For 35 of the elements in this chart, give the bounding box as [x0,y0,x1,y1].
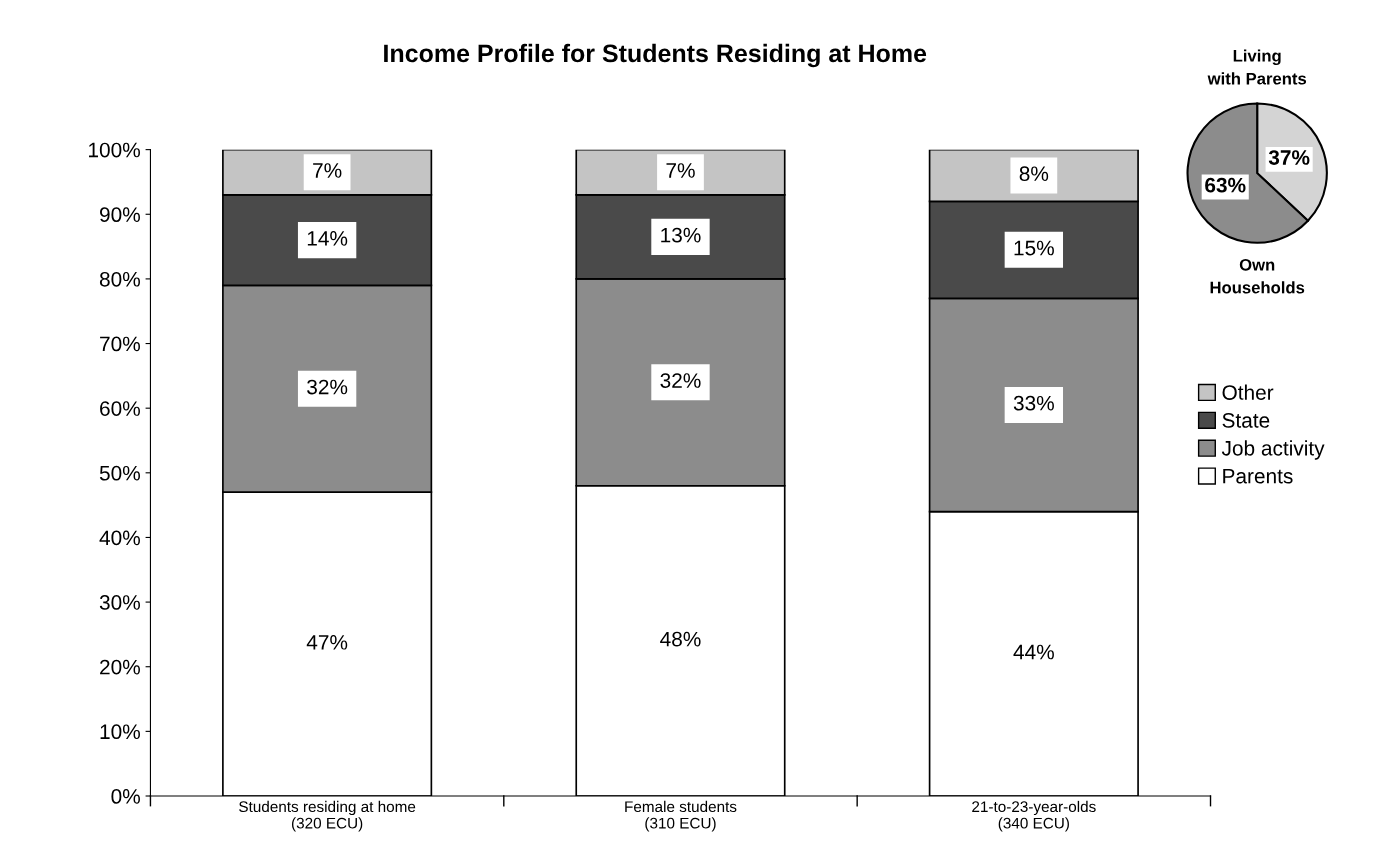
y-tick-label: 10% [100,724,140,740]
y-tick-label: 50% [99,465,140,481]
legend-label: Job activity [1221,440,1325,460]
legend-label: State [1222,413,1270,428]
data-label: 7% [666,163,695,178]
data-label: 7% [313,163,342,178]
x-tick-label: Female students (310 ECU) [625,800,737,832]
y-tick-label: 80% [99,271,140,287]
slice-label: Living with Parents [1207,49,1307,85]
x-tick-label: 21-to-23-year-olds (340 ECU) [972,800,1096,832]
data-label: 32% [307,379,348,395]
y-tick-label: 100% [89,142,140,158]
y-tick-label: 0% [111,789,140,804]
data-label: 15% [1014,240,1054,256]
x-tick-label: Students residing at home (320 ECU) [239,800,416,832]
y-tick-label: 40% [99,530,140,546]
data-label: 32% [660,373,701,388]
data-label: 44% [1013,644,1054,660]
y-tick-label: 20% [100,659,140,675]
data-label: 14% [307,231,348,246]
data-label: 47% [306,635,348,650]
chart-title: Income Profile for Students Residing at Home [384,43,927,68]
data-label: 33% [1013,395,1054,411]
y-tick-label: 60% [100,401,140,416]
y-tick-label: 90% [100,207,140,223]
data-label: 37% [1268,150,1310,165]
legend-label: Other [1222,384,1274,400]
data-label: 48% [660,631,701,647]
data-label: 63% [1205,177,1246,193]
y-tick-label: 30% [99,595,140,610]
legend-label: Parents [1223,468,1293,484]
data-label: 13% [661,227,701,243]
slice-label: Own Households [1210,258,1305,294]
y-tick-label: 70% [100,336,140,352]
data-label: 8% [1019,166,1049,182]
